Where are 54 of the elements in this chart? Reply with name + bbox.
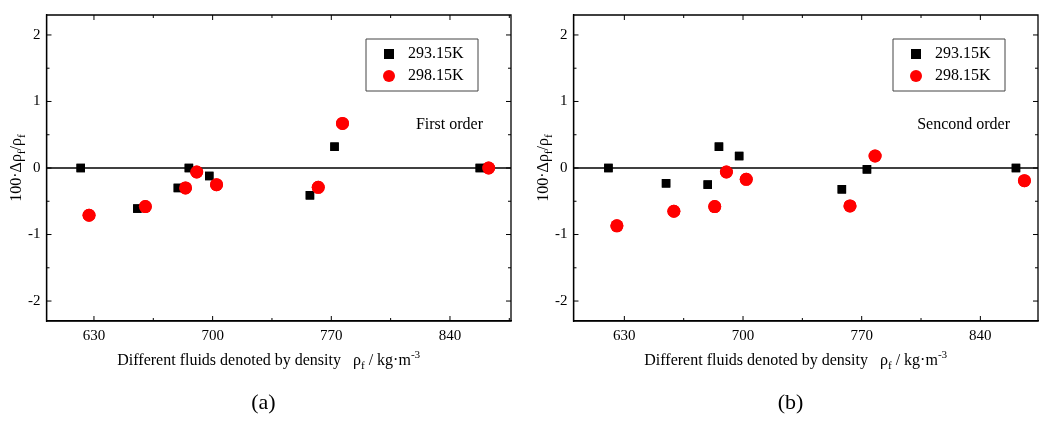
y-tick-label: -1 [28,225,41,242]
point [739,172,753,186]
point [843,199,857,213]
legend-label: 298.15K [408,66,464,84]
point [604,163,613,173]
point [719,165,733,179]
point [837,185,847,194]
x-tick-label: 630 [82,326,106,343]
y-tick-label: 2 [33,25,41,42]
point [76,163,85,173]
point [703,180,712,189]
x-tick-label: 770 [850,326,873,343]
x-tick-label: 700 [731,326,755,343]
point [610,219,624,233]
point [862,165,872,174]
point [708,200,722,214]
y-tick-label: 2 [560,25,568,42]
y-tick-label: 1 [560,92,568,109]
legend-label: 298.15K [935,66,991,84]
annotation: First order [415,115,484,133]
legend-label: 293.15K [935,44,991,62]
y-tick-label: 0 [560,158,568,175]
point [482,161,496,175]
text: (b) [776,389,805,415]
point [179,181,193,195]
point [1011,163,1021,173]
legend-label: 293.15K [408,44,464,62]
y-tick-label: 1 [33,92,41,109]
point [311,180,325,194]
point [330,142,339,151]
y-tick-label: -2 [28,291,41,308]
x-tick-label: 700 [201,326,224,343]
point [667,204,681,218]
point [714,142,724,151]
point [734,151,744,161]
y-tick-label: -1 [555,225,568,242]
point [305,191,315,200]
point [1017,174,1031,188]
point [868,149,882,163]
x-tick-label: 630 [613,326,636,343]
point [138,200,152,214]
point [661,179,671,188]
point [210,178,224,192]
x-tick-label: 840 [969,326,992,343]
point [205,171,214,181]
point [335,116,349,130]
y-tick-label: -2 [555,291,568,308]
x-tick-label: 840 [438,326,462,343]
point [82,208,96,222]
annotation: Sencond order [917,115,1011,133]
x-tick-label: 770 [320,326,343,343]
text: (a) [250,389,277,415]
y-tick-label: 0 [33,158,41,175]
point [190,165,204,179]
